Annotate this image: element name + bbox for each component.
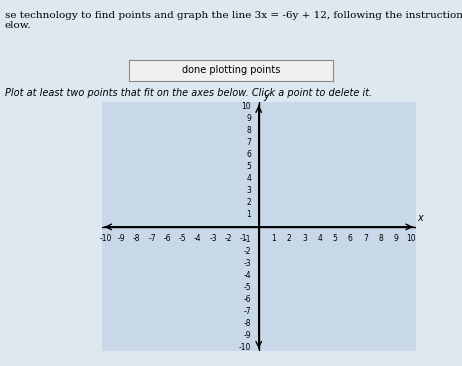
Text: -8: -8 bbox=[243, 319, 251, 328]
Text: -2: -2 bbox=[225, 234, 232, 243]
Text: 5: 5 bbox=[333, 234, 337, 243]
Text: 1: 1 bbox=[272, 234, 276, 243]
Text: -10: -10 bbox=[100, 234, 112, 243]
Text: 9: 9 bbox=[246, 114, 251, 123]
Text: Plot at least two points that fit on the axes below. Click a point to delete it.: Plot at least two points that fit on the… bbox=[5, 88, 372, 98]
Text: 3: 3 bbox=[302, 234, 307, 243]
Text: 2: 2 bbox=[287, 234, 292, 243]
Text: x: x bbox=[417, 213, 423, 223]
Text: 6: 6 bbox=[246, 150, 251, 159]
Text: 9: 9 bbox=[394, 234, 398, 243]
Text: 4: 4 bbox=[246, 174, 251, 183]
Text: 8: 8 bbox=[246, 126, 251, 135]
Text: -5: -5 bbox=[243, 283, 251, 292]
Text: 7: 7 bbox=[363, 234, 368, 243]
Text: -9: -9 bbox=[243, 331, 251, 340]
Text: -3: -3 bbox=[243, 259, 251, 268]
Text: 8: 8 bbox=[378, 234, 383, 243]
Text: -7: -7 bbox=[148, 234, 156, 243]
Text: 10: 10 bbox=[242, 102, 251, 111]
Text: 6: 6 bbox=[348, 234, 353, 243]
Text: -6: -6 bbox=[243, 295, 251, 304]
Text: -7: -7 bbox=[243, 307, 251, 316]
Text: -4: -4 bbox=[194, 234, 201, 243]
Text: 1: 1 bbox=[246, 210, 251, 219]
Text: -10: -10 bbox=[239, 343, 251, 352]
Text: 2: 2 bbox=[246, 198, 251, 207]
Text: se technology to find points and graph the line 3x = -6y + 12, following the ins: se technology to find points and graph t… bbox=[5, 11, 462, 30]
Text: 10: 10 bbox=[407, 234, 416, 243]
Text: -5: -5 bbox=[179, 234, 186, 243]
Text: 5: 5 bbox=[246, 162, 251, 171]
Text: 3: 3 bbox=[246, 186, 251, 195]
Text: -2: -2 bbox=[243, 247, 251, 255]
Text: -1: -1 bbox=[240, 234, 247, 243]
Text: -1: -1 bbox=[243, 235, 251, 243]
Text: 7: 7 bbox=[246, 138, 251, 147]
Text: -9: -9 bbox=[118, 234, 125, 243]
Text: done plotting points: done plotting points bbox=[182, 66, 280, 75]
Text: -4: -4 bbox=[243, 271, 251, 280]
Text: -3: -3 bbox=[209, 234, 217, 243]
Text: 4: 4 bbox=[317, 234, 322, 243]
Text: y: y bbox=[263, 91, 269, 101]
Text: -6: -6 bbox=[164, 234, 171, 243]
Text: -8: -8 bbox=[133, 234, 140, 243]
